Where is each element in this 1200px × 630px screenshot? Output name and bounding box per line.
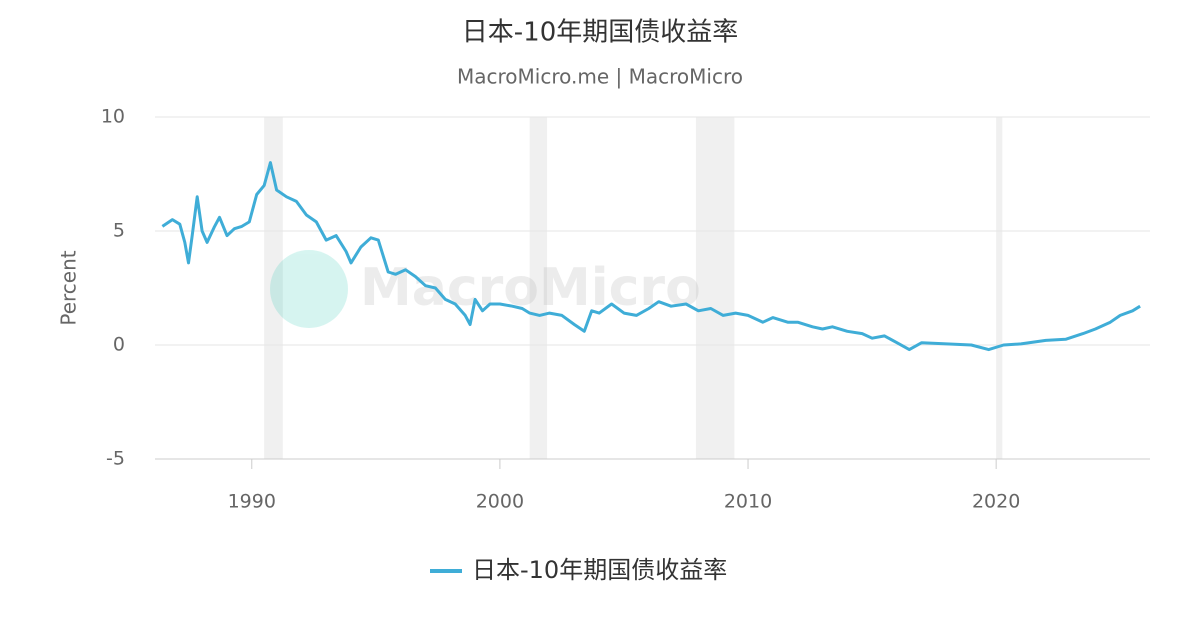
y-tick-label: -5 xyxy=(106,448,125,470)
y-axis-label: Percent xyxy=(57,250,81,325)
y-tick-label: 10 xyxy=(101,106,125,128)
series-line xyxy=(161,161,1141,352)
watermark: MacroMicro xyxy=(270,250,701,328)
x-tick-label: 2010 xyxy=(724,491,772,513)
x-tick-label: 2000 xyxy=(476,491,524,513)
x-tick-label: 1990 xyxy=(228,491,276,513)
shaded-range xyxy=(529,117,548,459)
y-tick-label: 0 xyxy=(113,334,125,356)
shaded-range xyxy=(264,117,283,459)
shaded-range xyxy=(996,117,1003,459)
watermark-logo xyxy=(270,250,348,328)
watermark-text: MacroMicro xyxy=(360,258,701,318)
y-tick-label: 5 xyxy=(113,220,125,242)
x-tick-label: 2020 xyxy=(972,491,1020,513)
chart-subtitle: MacroMicro.me | MacroMicro xyxy=(457,65,743,89)
chart-title: 日本-10年期国债收益率 xyxy=(462,18,738,48)
shaded-range xyxy=(695,117,735,459)
legend-label: 日本-10年期国债收益率 xyxy=(472,556,727,584)
